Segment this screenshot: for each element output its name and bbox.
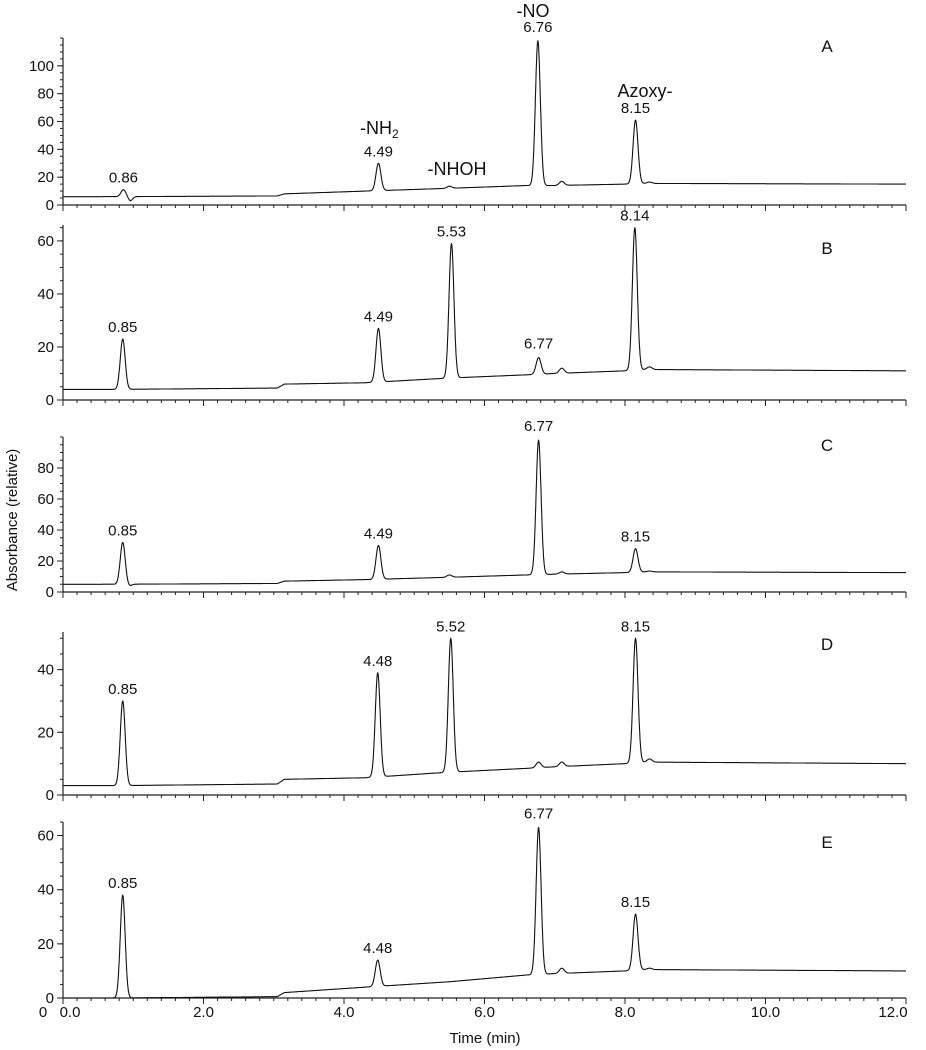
peak-label: 0.85: [108, 522, 137, 539]
y-axis-title: Absorbance (relative): [4, 449, 21, 592]
panel-letter: D: [821, 635, 833, 654]
peak-label: 6.77: [524, 805, 553, 822]
peak-label: 6.77: [524, 336, 553, 353]
y-tick-label: 40: [37, 141, 54, 158]
peak-label: 5.53: [437, 224, 466, 241]
y-tick-label: 80: [37, 86, 54, 103]
x-tick-label: 2.0: [193, 1004, 214, 1021]
y-tick-label: 60: [37, 114, 54, 131]
y-tick-label: 20: [37, 553, 54, 570]
peak-label: 4.49: [364, 308, 393, 325]
panel-letter: B: [821, 239, 832, 258]
chromatogram-trace-b: [62, 227, 907, 390]
panel-d: 0 20 40 0.85 4.48 5.52 8.15 D: [37, 618, 907, 804]
chromatogram-trace-d: [62, 637, 907, 787]
y-tick-label: 0: [46, 990, 54, 1007]
y-tick-label: 0: [46, 584, 54, 601]
y-tick-label: 80: [37, 460, 54, 477]
y-tick-label: 40: [37, 286, 54, 303]
y-tick-label: 0: [46, 392, 54, 409]
peak-label: 5.52: [436, 618, 465, 635]
peak-label: 8.15: [621, 100, 650, 117]
x-tick-label: 0: [39, 1004, 47, 1021]
y-tick-label: 0: [46, 787, 54, 804]
peak-label: 6.76: [523, 19, 552, 36]
chromatogram-trace-c: [62, 439, 907, 586]
x-tick-label: 6.0: [474, 1004, 495, 1021]
y-tick-label: 20: [37, 724, 54, 741]
time-axis: 0 0.0 2.0 4.0 6.0 8.0 10.0 12.0: [39, 1004, 908, 1021]
x-axis-title: Time (min): [449, 1030, 520, 1047]
panel-letter: C: [821, 436, 833, 455]
compound-label-amine-base: -NH: [360, 118, 392, 138]
peak-label: 6.77: [524, 418, 553, 435]
y-tick-label: 20: [37, 169, 54, 186]
peak-label: 0.85: [108, 681, 137, 698]
chromatogram-trace-e: [62, 826, 907, 999]
peak-label: 8.15: [621, 529, 650, 546]
peak-label: 8.14: [620, 208, 649, 225]
x-tick-label: 10.0: [751, 1004, 780, 1021]
y-tick-label: 20: [37, 936, 54, 953]
peak-label: 8.15: [621, 618, 650, 635]
peak-label: 4.48: [363, 653, 392, 670]
y-tick-label: 40: [37, 882, 54, 899]
y-tick-label: 0: [46, 197, 54, 214]
compound-label-nitroso: -NO: [517, 1, 550, 21]
x-tick-label: 4.0: [334, 1004, 355, 1021]
peak-label: 8.15: [621, 894, 650, 911]
peak-label: 4.49: [364, 526, 393, 543]
compound-label-amine: -NH2: [360, 118, 399, 141]
y-tick-label: 20: [37, 339, 54, 356]
panel-letter: E: [821, 833, 832, 852]
y-tick-label: 60: [37, 828, 54, 845]
compound-label-azoxy: Azoxy-: [617, 81, 672, 101]
y-tick-label: 60: [37, 233, 54, 250]
chromatogram-trace-a: [62, 40, 907, 202]
x-tick-label: 12.0: [878, 1004, 907, 1021]
y-tick-label: 100: [29, 58, 54, 75]
y-tick-label: 40: [37, 522, 54, 539]
chromatogram-panels: 0204060801000.864.496.768.15A02040600.85…: [29, 19, 907, 1007]
peak-label: 0.85: [108, 875, 137, 892]
y-tick-label: 40: [37, 662, 54, 679]
peak-label: 4.49: [364, 143, 393, 160]
panel-b: 0 20 40 60 0.85 4.49 5.53 6.77 8.14 B: [37, 208, 907, 409]
peak-label: 4.48: [363, 940, 392, 957]
panel-letter: A: [821, 37, 833, 56]
compound-label-hydroxylamine: -NHOH: [428, 159, 487, 179]
peak-label: 0.85: [108, 319, 137, 336]
x-tick-label: 0.0: [60, 1004, 81, 1021]
compound-label-amine-subscript: 2: [392, 127, 399, 141]
x-tick-label: 8.0: [615, 1004, 636, 1021]
peak-label: 0.86: [109, 170, 138, 187]
panel-e: 0 20 40 60 0.85 4.48 6.77 8.15 E: [37, 805, 907, 1007]
panel-c: 0 20 40 60 80 0.85 4.49 6.77 8.15 C: [37, 418, 907, 601]
panel-a: 0 20 40 60 80 100 0.86 4.49 6.76 8.15 A: [29, 19, 907, 214]
y-tick-label: 60: [37, 491, 54, 508]
